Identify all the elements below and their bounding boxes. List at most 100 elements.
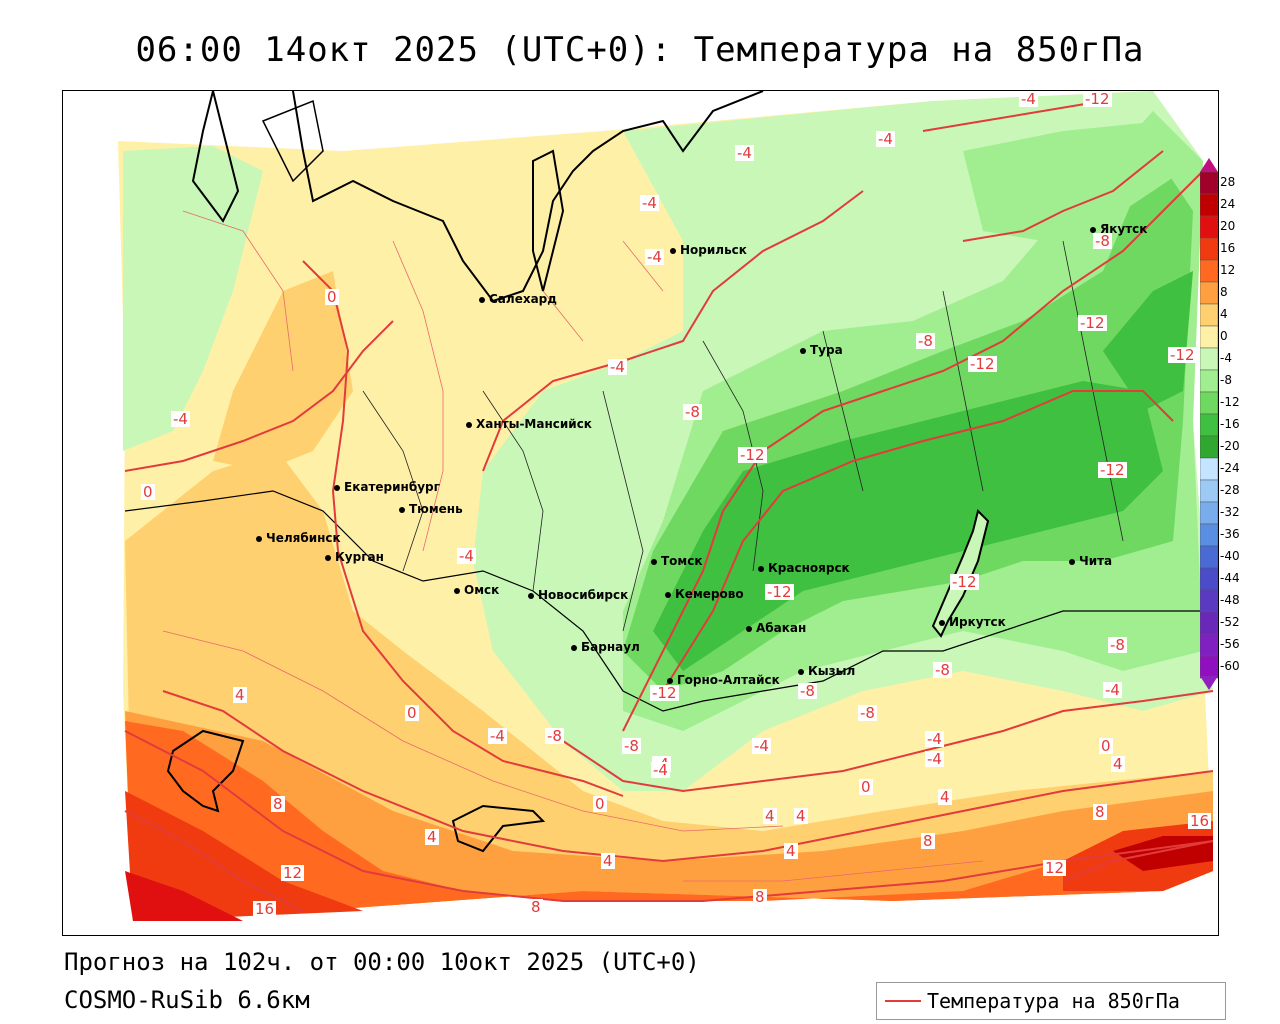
colorbar-swatch: [1200, 479, 1218, 503]
contour-label: 0: [1099, 737, 1113, 755]
city-label: Якутск: [1090, 223, 1147, 235]
colorbar-swatch: [1200, 347, 1218, 371]
colorbar-tick-label: -28: [1220, 483, 1240, 497]
colorbar-swatch: [1200, 171, 1218, 195]
city-label: Курган: [325, 551, 384, 563]
colorbar-tick-label: -52: [1220, 615, 1240, 629]
colorbar-tick-label: -56: [1220, 637, 1240, 651]
contour-label: -4: [651, 761, 670, 779]
city-label: Кызыл: [798, 665, 855, 677]
contour-label: 0: [859, 778, 873, 796]
colorbar-swatch: [1200, 655, 1218, 679]
colorbar-swatch: [1200, 457, 1218, 481]
colorbar-tick-label: 12: [1220, 263, 1236, 277]
contour-label: -8: [916, 332, 935, 350]
contour-label: -4: [1019, 90, 1038, 108]
city-label: Томск: [651, 555, 703, 567]
colorbar-swatch: [1200, 193, 1218, 217]
city-label: Кемерово: [665, 588, 744, 600]
colorbar-tick-label: -44: [1220, 571, 1240, 585]
forecast-info: Прогноз на 102ч. от 00:00 10окт 2025 (UT…: [64, 948, 700, 976]
colorbar-tick-label: -20: [1220, 439, 1240, 453]
colorbar-tick-label: -4: [1220, 351, 1232, 365]
contour-label: -4: [457, 547, 476, 565]
contour-label: -4: [608, 358, 627, 376]
contour-label: -8: [622, 737, 641, 755]
contour-label: 8: [921, 832, 935, 850]
city-label: Норильск: [670, 244, 747, 256]
contour-label: -4: [925, 730, 944, 748]
legend-line-swatch: [885, 1000, 921, 1002]
colorbar-swatch: [1200, 589, 1218, 613]
city-label: Новосибирск: [528, 589, 628, 601]
colorbar-tick-label: -12: [1220, 395, 1240, 409]
colorbar-swatch: [1200, 215, 1218, 239]
city-label: Тура: [800, 344, 843, 356]
colorbar-swatch: [1200, 259, 1218, 283]
city-label: Тюмень: [399, 503, 463, 515]
colorbar-tick-label: -8: [1220, 373, 1232, 387]
colorbar-swatch: [1200, 523, 1218, 547]
city-label: Абакан: [746, 622, 806, 634]
temperature-map: [118, 91, 1214, 921]
contour-label: -4: [171, 410, 190, 428]
contour-label: 16: [1188, 812, 1212, 830]
colorbar-swatch: [1200, 281, 1218, 305]
contour-label: -12: [950, 573, 979, 591]
contour-label: -4: [876, 130, 895, 148]
contour-label: -8: [1108, 636, 1127, 654]
contour-label: -4: [488, 727, 507, 745]
colorbar-tick-label: -32: [1220, 505, 1240, 519]
colorbar-swatch: [1200, 633, 1218, 657]
contour-label: 4: [794, 807, 808, 825]
contour-label: 8: [1093, 803, 1107, 821]
city-label: Барнаул: [571, 641, 640, 653]
colorbar-tick-label: 0: [1220, 329, 1228, 343]
contour-label: -4: [735, 144, 754, 162]
colorbar-swatch: [1200, 325, 1218, 349]
colorbar-swatch: [1200, 611, 1218, 635]
contour-label: 12: [281, 864, 305, 882]
contour-label: -4: [925, 750, 944, 768]
contour-label: 4: [938, 788, 952, 806]
contour-label: 8: [753, 888, 767, 906]
colorbar-swatch: [1200, 391, 1218, 415]
colorbar-swatch: [1200, 435, 1218, 459]
legend-label: Температура на 850гПа: [927, 989, 1180, 1013]
city-label: Екатеринбург: [334, 481, 440, 493]
colorbar-swatch: [1200, 501, 1218, 525]
contour-label: -8: [933, 661, 952, 679]
colorbar-tick-label: -24: [1220, 461, 1240, 475]
map-area[interactable]: Якутск Норильск Салехард Тура Ханты-Манс…: [62, 90, 1219, 936]
contour-label: 4: [1111, 755, 1125, 773]
contour-label: -4: [640, 194, 659, 212]
contour-label: -12: [765, 583, 794, 601]
colorbar-tick-label: 20: [1220, 219, 1236, 233]
colorbar-swatch: [1200, 545, 1218, 569]
contour-label: 0: [325, 288, 339, 306]
contour-label: 12: [1043, 859, 1067, 877]
contour-label: -12: [1098, 461, 1127, 479]
colorbar-swatch: [1200, 567, 1218, 591]
colorbar-graphic: [1200, 158, 1218, 690]
city-label: Чита: [1069, 555, 1112, 567]
contour-label: 4: [601, 852, 615, 870]
contour-label: -8: [1093, 232, 1112, 250]
contour-label: 0: [593, 795, 607, 813]
contour-label: -12: [1083, 90, 1112, 108]
colorbar-tick-label: 4: [1220, 307, 1228, 321]
contour-label: 0: [405, 704, 419, 722]
colorbar-tick-label: 16: [1220, 241, 1236, 255]
colorbar-tick-label: -16: [1220, 417, 1240, 431]
contour-label: -12: [738, 446, 767, 464]
contour-label: -12: [1078, 314, 1107, 332]
city-label: Челябинск: [256, 532, 341, 544]
colorbar-tick-label: -36: [1220, 527, 1240, 541]
city-label: Омск: [454, 584, 499, 596]
colorbar-tick-label: -48: [1220, 593, 1240, 607]
city-label: Ханты-Мансийск: [466, 418, 592, 430]
colorbar-tick-label: -60: [1220, 659, 1240, 673]
model-name: COSMO-RuSib 6.6км: [64, 986, 310, 1014]
colorbar-tick-label: 24: [1220, 197, 1236, 211]
contour-label: 4: [233, 686, 247, 704]
